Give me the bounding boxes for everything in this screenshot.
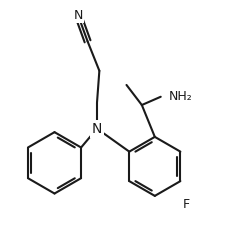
Text: NH₂: NH₂ [168,90,192,103]
Text: N: N [73,9,82,22]
Text: F: F [182,198,190,211]
Text: N: N [91,122,102,136]
